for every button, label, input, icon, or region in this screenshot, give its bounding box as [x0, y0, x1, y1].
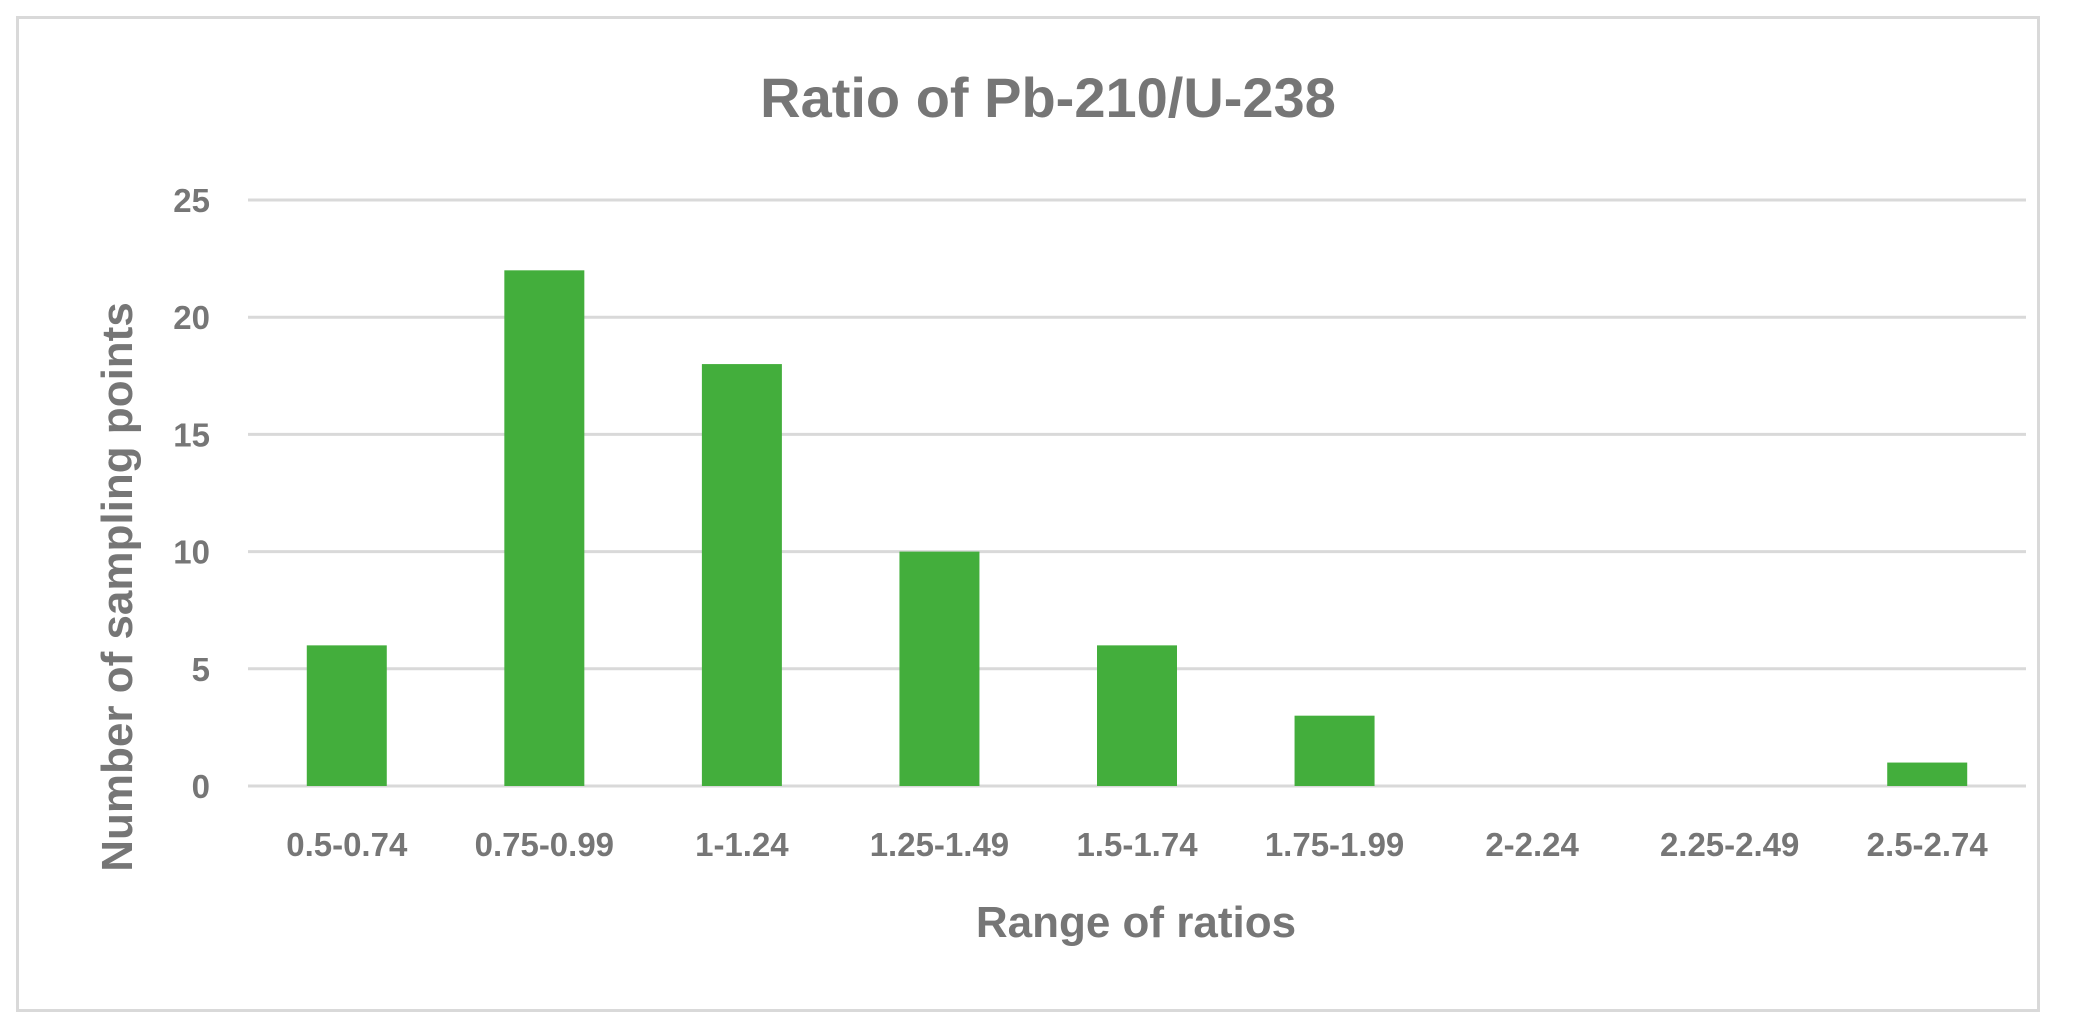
x-tick-label: 0.75-0.99 [475, 826, 614, 863]
bar-1.25-1.49 [899, 551, 980, 786]
y-tick-label: 20 [173, 299, 210, 336]
y-tick-label: 5 [192, 651, 210, 688]
y-tick-label: 0 [192, 768, 210, 805]
x-tick-label: 0.5-0.74 [286, 826, 408, 863]
x-tick-label: 1.75-1.99 [1265, 826, 1404, 863]
bar-1-1.24 [701, 364, 782, 786]
x-tick-label: 2-2.24 [1485, 826, 1579, 863]
x-tick-label: 1-1.24 [695, 826, 789, 863]
bar-1.5-1.74 [1097, 645, 1177, 786]
bar-2.5-2.74 [1887, 762, 1968, 786]
x-axis-title: Range of ratios [976, 898, 1296, 947]
x-axis-ticks: 0.5-0.74 0.75-0.99 1-1.24 1.25-1.49 1.5-1.74… [286, 826, 1988, 863]
x-tick-label: 1.5-1.74 [1076, 826, 1198, 863]
bar-0.5-0.74 [306, 645, 387, 786]
y-axis-ticks: 0 5 10 15 20 25 [173, 182, 210, 805]
y-axis-title: Number of sampling points [93, 302, 142, 872]
bars [306, 270, 1968, 786]
x-tick-label: 1.25-1.49 [870, 826, 1009, 863]
bar-0.75-0.99 [504, 270, 585, 786]
chart-title: Ratio of Pb-210/U-238 [760, 66, 1336, 129]
x-tick-label: 2.25-2.49 [1660, 826, 1799, 863]
y-tick-label: 25 [173, 182, 210, 219]
chart-frame [16, 16, 2040, 1012]
y-tick-label: 10 [173, 534, 210, 571]
bar-1.75-1.99 [1294, 715, 1375, 786]
x-tick-label: 2.5-2.74 [1867, 826, 1989, 863]
y-tick-label: 15 [173, 416, 210, 453]
